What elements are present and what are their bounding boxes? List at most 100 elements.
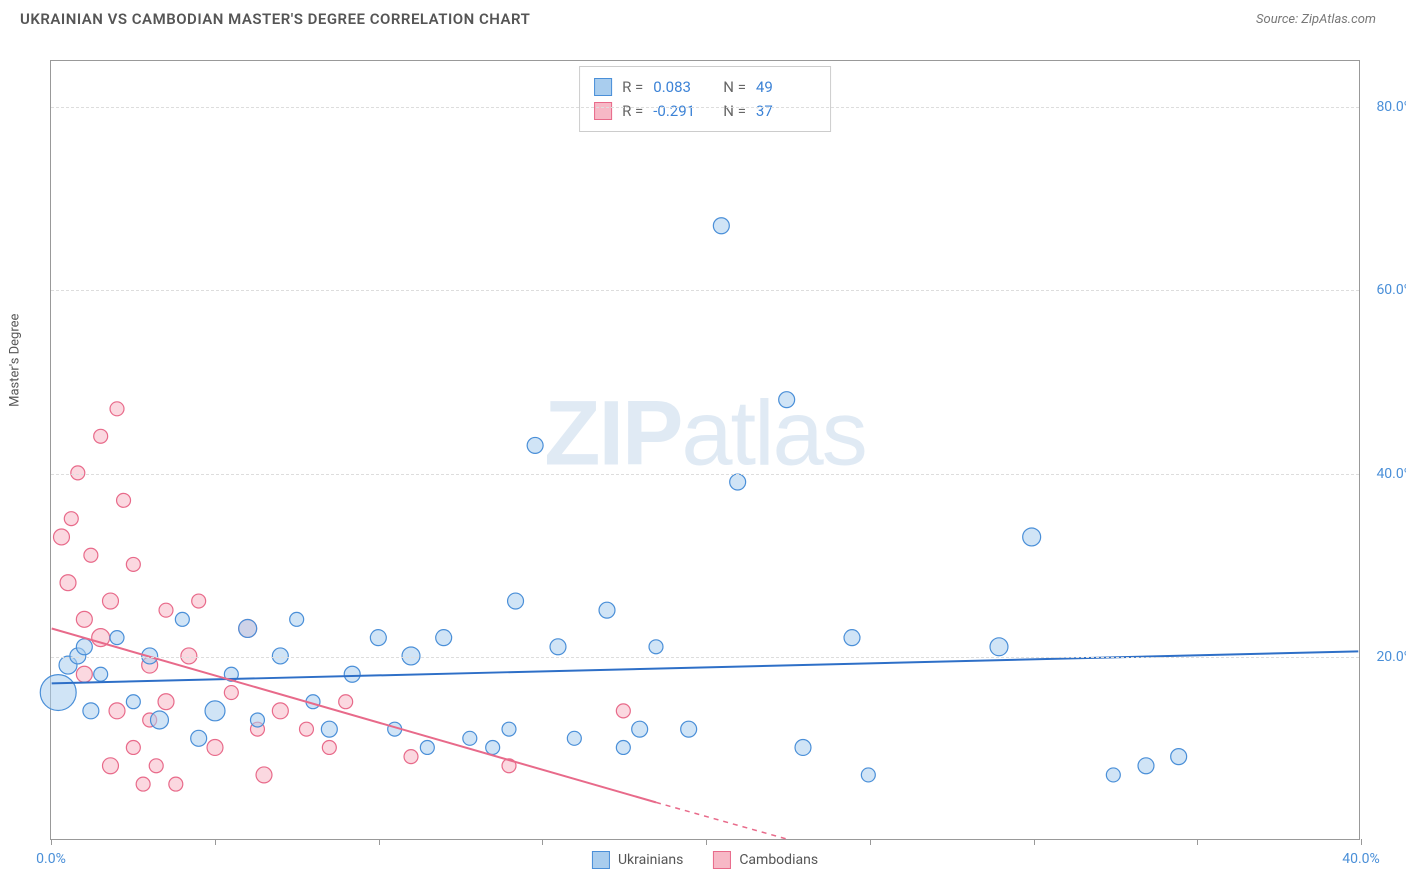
data-point xyxy=(990,638,1008,656)
data-point xyxy=(527,437,543,453)
data-point xyxy=(126,557,140,571)
gridline-h xyxy=(51,107,1359,108)
data-point xyxy=(175,612,189,626)
gridline-h xyxy=(51,657,1359,658)
data-point xyxy=(192,594,206,608)
data-point xyxy=(508,593,524,609)
y-axis-label: Master's Degree xyxy=(8,314,23,407)
data-point xyxy=(730,474,746,490)
data-point xyxy=(64,512,78,526)
r-value-uk: 0.083 xyxy=(653,75,713,99)
data-point xyxy=(126,695,140,709)
data-point xyxy=(60,575,76,591)
data-point xyxy=(713,218,729,234)
data-point xyxy=(71,466,85,480)
data-point xyxy=(681,721,697,737)
regression-line xyxy=(52,628,656,802)
data-point xyxy=(110,402,124,416)
data-point xyxy=(486,740,500,754)
data-point xyxy=(844,630,860,646)
data-point xyxy=(94,429,108,443)
data-point xyxy=(250,713,264,727)
x-tick xyxy=(706,839,707,845)
chart-title: UKRAINIAN VS CAMBODIAN MASTER'S DEGREE C… xyxy=(20,10,530,28)
swatch-uk-bottom xyxy=(592,851,610,869)
legend-item-ukrainians: Ukrainians xyxy=(592,851,683,869)
data-point xyxy=(321,721,337,737)
data-point xyxy=(404,750,418,764)
regression-line xyxy=(656,802,787,839)
data-point xyxy=(94,667,108,681)
data-point xyxy=(1023,528,1041,546)
data-point xyxy=(84,548,98,562)
data-point xyxy=(402,647,420,665)
data-point xyxy=(370,630,386,646)
r-label-uk: R = xyxy=(622,75,643,99)
swatch-cambodians xyxy=(594,102,612,120)
data-point xyxy=(149,759,163,773)
data-point xyxy=(205,701,225,721)
data-point xyxy=(272,648,288,664)
r-label-cm: R = xyxy=(622,99,643,123)
series-label-cm: Cambodians xyxy=(739,852,818,868)
data-point xyxy=(632,721,648,737)
data-point xyxy=(502,722,516,736)
swatch-cm-bottom xyxy=(713,851,731,869)
data-point xyxy=(616,704,630,718)
data-point xyxy=(420,740,434,754)
y-tick-label: 40.0% xyxy=(1376,466,1406,482)
data-point xyxy=(136,777,150,791)
data-point xyxy=(53,529,69,545)
data-point xyxy=(239,620,257,638)
data-point xyxy=(102,593,118,609)
data-point xyxy=(299,722,313,736)
data-point xyxy=(272,703,288,719)
data-point xyxy=(207,739,223,755)
data-point xyxy=(599,602,615,618)
data-point xyxy=(40,675,76,711)
data-point xyxy=(109,703,125,719)
data-point xyxy=(1138,758,1154,774)
data-point xyxy=(649,640,663,654)
data-point xyxy=(224,686,238,700)
y-tick-label: 20.0% xyxy=(1376,649,1406,665)
data-point xyxy=(290,612,304,626)
n-value-cm: 37 xyxy=(756,99,816,123)
legend-row-ukrainians: R = 0.083 N = 49 xyxy=(594,75,816,99)
x-tick xyxy=(51,839,52,845)
source-attribution: Source: ZipAtlas.com xyxy=(1256,12,1376,27)
x-tick xyxy=(1197,839,1198,845)
y-tick-label: 60.0% xyxy=(1376,282,1406,298)
data-point xyxy=(344,666,360,682)
data-point xyxy=(1171,749,1187,765)
series-label-uk: Ukrainians xyxy=(618,852,683,868)
data-point xyxy=(256,767,272,783)
data-point xyxy=(76,639,92,655)
data-point xyxy=(339,695,353,709)
data-point xyxy=(181,648,197,664)
y-tick-label: 80.0% xyxy=(1376,99,1406,115)
data-point xyxy=(779,392,795,408)
data-point xyxy=(126,740,140,754)
regression-line xyxy=(52,651,1359,683)
legend-item-cambodians: Cambodians xyxy=(713,851,818,869)
data-point xyxy=(1106,768,1120,782)
r-value-cm: -0.291 xyxy=(653,99,713,123)
gridline-h xyxy=(51,474,1359,475)
data-point xyxy=(117,493,131,507)
x-tick xyxy=(1361,839,1362,845)
legend-correlation: R = 0.083 N = 49 R = -0.291 N = 37 xyxy=(579,66,831,132)
chart-plot-area: ZIPatlas R = 0.083 N = 49 R = -0.291 N =… xyxy=(50,60,1360,840)
x-tick xyxy=(542,839,543,845)
n-label-cm: N = xyxy=(723,99,746,123)
x-tick-label: 0.0% xyxy=(36,851,66,867)
data-point xyxy=(550,639,566,655)
x-tick-label: 40.0% xyxy=(1342,851,1380,867)
data-point xyxy=(436,630,452,646)
x-tick xyxy=(215,839,216,845)
legend-series: Ukrainians Cambodians xyxy=(592,851,818,869)
data-point xyxy=(795,739,811,755)
data-point xyxy=(191,730,207,746)
data-point xyxy=(110,631,124,645)
x-tick xyxy=(379,839,380,845)
